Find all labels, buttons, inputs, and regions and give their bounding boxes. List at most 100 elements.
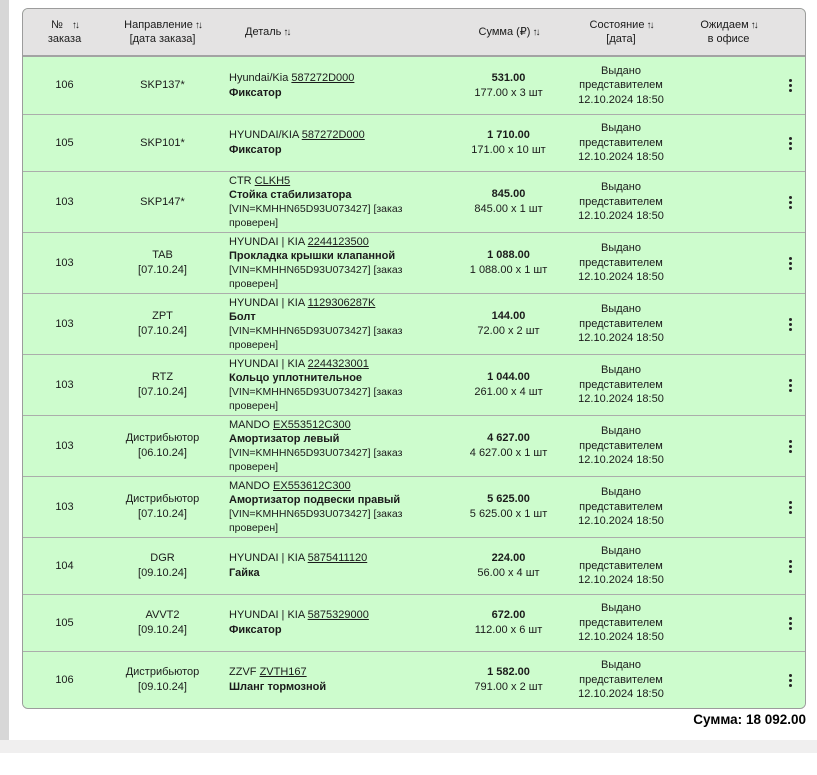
kebab-menu-icon[interactable] <box>776 668 805 693</box>
part-number-link[interactable]: 1129306287K <box>307 296 376 309</box>
kebab-menu-icon[interactable] <box>776 251 805 276</box>
part-brand-line: HYUNDAI | KIA 2244123500 <box>229 235 452 250</box>
part-number-link[interactable]: EX553612C300 <box>273 479 351 492</box>
part-brand-line: MANDO EX553612C300 <box>229 479 452 494</box>
part-number-link[interactable]: 2244123500 <box>307 235 369 248</box>
part-brand: MANDO <box>229 418 270 431</box>
kebab-menu-icon[interactable] <box>776 611 805 636</box>
header-office-wait[interactable]: Ожидаем ↑↓ в офисе <box>681 9 776 55</box>
part-brand: MANDO <box>229 479 270 492</box>
part-number-link[interactable]: 2244323001 <box>307 357 369 370</box>
status-text: Выдано представителем <box>579 602 663 629</box>
orders-table: № ↑↓ заказа Направление ↑↓ [дата заказа] Д… <box>22 8 806 709</box>
sum-cell: 1 088.00 1 088.00 x 1 шт <box>456 248 561 277</box>
header-label: Ожидаем <box>700 18 749 31</box>
sort-arrows-icon[interactable]: ↑↓ <box>283 26 291 38</box>
header-status[interactable]: Состояние ↑↓ [дата] <box>561 9 681 55</box>
sum-detail: 171.00 x 10 шт <box>471 144 546 156</box>
direction-code: SKP101* <box>140 136 185 149</box>
order-no-cell: 105 <box>55 616 74 629</box>
sum-detail: 72.00 x 2 шт <box>477 325 540 337</box>
part-number-link[interactable]: 587272D000 <box>291 71 355 84</box>
status-date: 12.10.2024 18:50 <box>578 271 664 284</box>
kebab-menu-icon[interactable] <box>776 495 805 520</box>
part-brand: HYUNDAI | KIA <box>229 296 305 309</box>
part-number-link[interactable]: 587272D000 <box>301 129 365 142</box>
bottom-edge-band <box>0 740 817 753</box>
sort-arrows-icon[interactable]: ↑↓ <box>646 19 654 31</box>
header-label: Направление <box>124 18 193 31</box>
direction-code: SKP147* <box>140 195 185 208</box>
order-no-cell: 105 <box>55 136 74 149</box>
sum-total: 4 627.00 <box>487 432 530 445</box>
direction-cell: SKP137* <box>106 78 219 93</box>
part-cell: Hyundai/Kia 587272D000 Фиксатор <box>219 71 456 100</box>
part-name: Болт <box>229 311 256 324</box>
part-vin-note: [VIN=KMHHN65D93U073427] [заказ проверен] <box>229 507 403 534</box>
direction-date: [09.10.24] <box>138 624 187 636</box>
kebab-menu-icon[interactable] <box>776 434 805 459</box>
part-brand-line: Hyundai/Kia 587272D000 <box>229 71 452 86</box>
kebab-menu-icon[interactable] <box>776 554 805 579</box>
kebab-menu-icon[interactable] <box>776 312 805 337</box>
table-row: 104 DGR [09.10.24] HYUNDAI | KIA 5875411… <box>23 537 805 594</box>
direction-code: RTZ <box>151 371 174 384</box>
kebab-menu-icon[interactable] <box>776 131 805 156</box>
status-date: 12.10.2024 18:50 <box>578 688 664 701</box>
direction-date: [07.10.24] <box>138 325 187 337</box>
part-number-link[interactable]: 5875411120 <box>307 552 368 565</box>
kebab-menu-icon[interactable] <box>776 190 805 215</box>
row-actions-cell <box>776 131 805 156</box>
sort-arrows-icon[interactable]: ↑↓ <box>532 26 540 38</box>
order-no-cell: 104 <box>55 559 74 572</box>
sum-detail: 261.00 x 4 шт <box>474 386 543 398</box>
status-text: Выдано представителем <box>579 122 663 149</box>
direction-code: Дистрибьютор <box>125 666 200 679</box>
kebab-menu-icon[interactable] <box>776 373 805 398</box>
part-brand-line: MANDO EX553512C300 <box>229 418 452 433</box>
header-part[interactable]: Деталь ↑↓ <box>219 9 456 55</box>
direction-code: Дистрибьютор <box>125 493 200 506</box>
status-text: Выдано представителем <box>579 242 663 269</box>
status-cell: Выдано представителем 12.10.2024 18:50 <box>561 121 681 165</box>
header-sum[interactable]: Сумма (₽) ↑↓ <box>456 9 561 55</box>
sum-total: 672.00 <box>491 609 526 622</box>
kebab-menu-icon[interactable] <box>776 73 805 98</box>
part-cell: HYUNDAI | KIA 5875329000 Фиксатор <box>219 608 456 637</box>
header-label: Сумма (₽) <box>478 25 531 38</box>
status-text: Выдано представителем <box>579 303 663 330</box>
status-cell: Выдано представителем 12.10.2024 18:50 <box>561 485 681 529</box>
order-no-cell: 106 <box>55 673 74 686</box>
part-number-link[interactable]: EX553512C300 <box>273 418 351 431</box>
sum-cell: 845.00 845.00 x 1 шт <box>456 187 561 216</box>
order-no-cell: 103 <box>55 256 74 269</box>
part-name: Гайка <box>229 567 260 579</box>
part-brand-line: HYUNDAI/KIA 587272D000 <box>229 128 452 143</box>
part-brand-line: HYUNDAI | KIA 5875411120 <box>229 551 452 566</box>
part-number-link[interactable]: ZVTH167 <box>259 666 307 679</box>
part-brand-line: HYUNDAI | KIA 1129306287K <box>229 296 452 311</box>
part-number-link[interactable]: CLKH5 <box>254 174 291 187</box>
order-no-cell: 103 <box>55 439 74 452</box>
part-cell: MANDO EX553612C300 Амортизатор подвески … <box>219 479 456 536</box>
part-brand: HYUNDAI/KIA <box>229 129 299 142</box>
row-actions-cell <box>776 251 805 276</box>
sort-arrows-icon[interactable]: ↑↓ <box>194 19 203 31</box>
header-order-no[interactable]: № ↑↓ заказа <box>23 9 106 55</box>
status-date: 12.10.2024 18:50 <box>578 93 664 106</box>
sum-detail: 5 625.00 x 1 шт <box>469 508 548 520</box>
header-sublabel: заказа <box>47 33 82 45</box>
status-cell: Выдано представителем 12.10.2024 18:50 <box>561 424 681 468</box>
sort-arrows-icon[interactable]: ↑↓ <box>71 19 80 31</box>
row-actions-cell <box>776 668 805 693</box>
part-brand: HYUNDAI | KIA <box>229 552 305 565</box>
sum-cell: 1 044.00 261.00 x 4 шт <box>456 370 561 399</box>
order-no-cell: 103 <box>55 317 74 330</box>
part-cell: HYUNDAI | KIA 2244323001 Кольцо уплотнит… <box>219 357 456 414</box>
status-date: 12.10.2024 18:50 <box>578 631 664 644</box>
direction-date: [06.10.24] <box>138 447 187 459</box>
sort-arrows-icon[interactable]: ↑↓ <box>750 19 759 31</box>
part-number-link[interactable]: 5875329000 <box>307 609 369 622</box>
order-no-cell: 103 <box>55 195 74 208</box>
header-direction[interactable]: Направление ↑↓ [дата заказа] <box>106 9 219 55</box>
